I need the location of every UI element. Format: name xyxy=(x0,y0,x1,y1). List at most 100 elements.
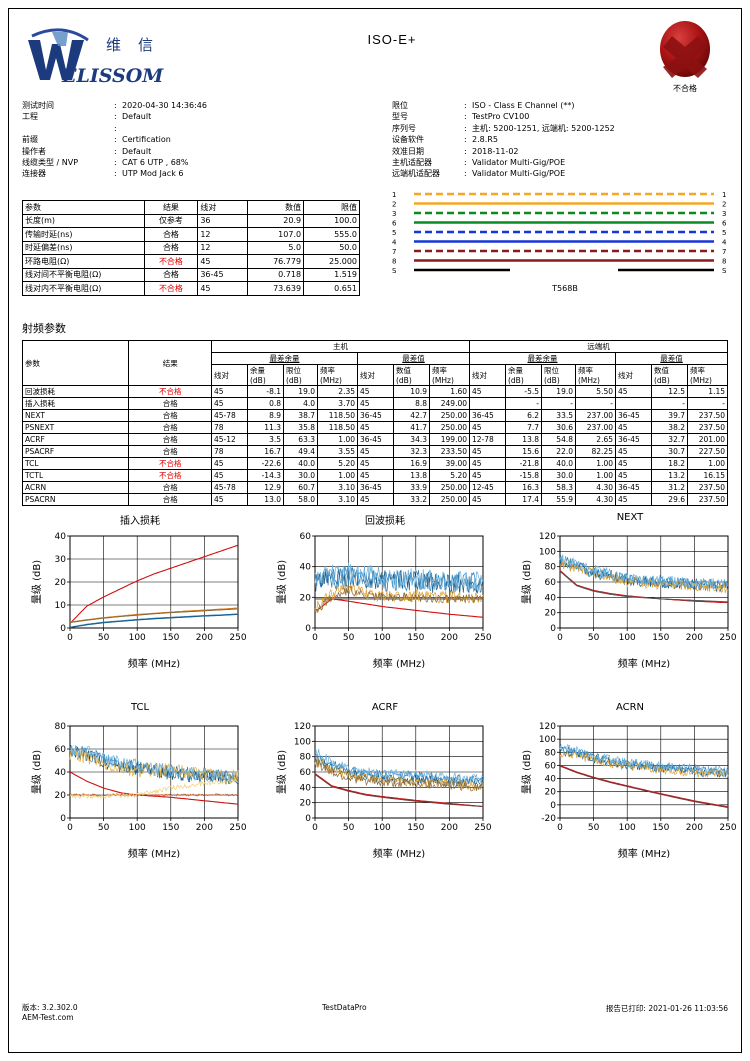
cell-m_wm_pair: 45 xyxy=(211,385,248,398)
cell-m_wv_pair: 45 xyxy=(357,493,394,506)
cell-m_wv_pair: 45 xyxy=(357,421,394,434)
cell-r_wm_pair: 45 xyxy=(469,385,506,398)
info-colon: : xyxy=(464,123,467,133)
info-value: Validator Multi-Gig/POE xyxy=(472,157,566,167)
page-title: ISO-E+ xyxy=(367,32,417,47)
chart-series-limit xyxy=(559,764,729,808)
cell-m_wv_value: 10.9 xyxy=(393,385,430,398)
y-tick-label: 0 xyxy=(60,624,66,634)
x-tick-label: 150 xyxy=(162,633,179,643)
th-remote-worst-value: 最差值 xyxy=(615,352,728,365)
info-label: 限位 xyxy=(392,101,408,110)
y-tick-label: 100 xyxy=(294,737,311,747)
cell-m_wv_value: 32.3 xyxy=(393,445,430,458)
x-tick-label: 100 xyxy=(129,823,146,833)
table-row: 线对内不平衡电阻(Ω) 不合格 45 73.639 0.651 xyxy=(22,281,360,296)
cell-result: 合格 xyxy=(128,421,212,434)
x-tick-label: 150 xyxy=(407,633,424,643)
chart-series-limit-2 xyxy=(559,570,729,603)
cell-pair: 45 xyxy=(197,281,249,296)
cell-r_wv_pair: 45 xyxy=(615,469,652,482)
cell-result: 合格 xyxy=(128,493,212,506)
wiremap-pin-left: 3 xyxy=(392,210,396,218)
info-row: 测试时间:2020-04-30 14:36:46 xyxy=(22,100,362,111)
x-tick-label: 200 xyxy=(441,633,458,643)
cell-m_wv_freq: 233.50 xyxy=(429,445,470,458)
table-row: ACRF 合格 45-12 3.5 63.3 1.00 36-45 34.3 199.00 12-… xyxy=(21,433,728,446)
chart-row-bottom: TCL 0 50 100 150 200 250 0 20 40 60 80 频率 (MHz) 量级 (d… xyxy=(0,702,750,892)
chart-svg: 0 50 100 150 200 250 0 20 40 60 频率 (MHz) 量级 (dB) xyxy=(276,532,492,668)
cell-limit: 1.519 xyxy=(303,267,360,282)
cell-m_wm_limit: 4.0 xyxy=(283,397,318,410)
cell-param: 线对内不平衡电阻(Ω) xyxy=(22,281,145,296)
y-tick-label: 80 xyxy=(545,563,557,573)
x-tick-label: 250 xyxy=(719,823,736,833)
y-tick-label: 60 xyxy=(300,532,312,542)
cell-param: 回波损耗 xyxy=(21,385,130,398)
cell-r_wm_freq: 82.25 xyxy=(575,445,616,458)
chart-series-trace-d xyxy=(314,584,484,614)
chart-series-limit-2 xyxy=(559,765,729,809)
cell-m_wv_freq: 250.00 xyxy=(429,493,470,506)
th-main: 主机 xyxy=(211,340,470,353)
y-tick-label: 80 xyxy=(55,722,67,732)
info-colon: : xyxy=(114,157,117,167)
report-header: 维 信 ELISSOM ISO-E+ 不合格 xyxy=(22,18,728,98)
y-tick-label: 0 xyxy=(550,624,556,634)
wiremap-pin-left: 1 xyxy=(392,191,396,199)
cell-m_wv_pair: 45 xyxy=(357,457,394,470)
cell-param: TCL xyxy=(21,457,130,470)
th-sub-9: 限位 (dB) xyxy=(541,364,576,386)
basic-results-table: 参数 结果 线对 数值 限值 长度(m) 仅参考 36 20.9 100.0 传输时延(ns) 合格 1… xyxy=(22,200,360,296)
chart-TCL: TCL 0 50 100 150 200 250 0 20 40 60 80 频率 (MHz) 量级 (d… xyxy=(20,702,260,887)
wiremap-pin-left: 5 xyxy=(392,229,396,237)
table-row: PSACRF 合格 78 16.7 49.4 3.55 45 32.3 233.50 45 15.6… xyxy=(21,445,728,458)
info-value: 主机: 5200-1251, 远端机: 5200-1252 xyxy=(472,123,615,133)
x-tick-label: 250 xyxy=(474,633,491,643)
info-label: 远端机适配器 xyxy=(392,169,440,179)
cell-r_wm_margin: 7.7 xyxy=(505,421,542,434)
info-colon: : xyxy=(114,101,117,110)
chart-series-pair-78 xyxy=(69,608,239,624)
th-param: 参数 xyxy=(21,340,130,386)
cell-r_wm_limit: 55.9 xyxy=(541,493,576,506)
y-tick-label: 20 xyxy=(300,799,312,809)
cell-limit: 0.651 xyxy=(303,281,360,296)
info-row: 限位: ISO - Class E Channel (**) xyxy=(392,100,742,111)
table-row: 时延偏差(ns) 合格 12 5.0 50.0 xyxy=(22,240,360,255)
info-colon: : xyxy=(464,101,467,110)
cell-param: PSACRN xyxy=(21,493,130,506)
cell-r_wm_pair: 45 xyxy=(469,445,506,458)
cell-r_wm_margin: -15.8 xyxy=(505,469,542,482)
x-axis-label: 频率 (MHz) xyxy=(128,657,180,668)
cell-r_wv_pair: 45 xyxy=(615,385,652,398)
cell-m_wv_pair: 36-45 xyxy=(357,481,394,494)
cell-m_wm_freq: 3.10 xyxy=(317,493,358,506)
y-tick-label: 40 xyxy=(545,775,557,785)
cell-param: 线对间不平衡电阻(Ω) xyxy=(22,267,145,282)
info-colon: : xyxy=(114,123,117,133)
x-tick-label: 150 xyxy=(652,823,669,833)
info-colon: : xyxy=(464,135,467,145)
info-value: ISO - Class E Channel (**) xyxy=(472,101,575,110)
cell-m_wv_freq: 1.60 xyxy=(429,385,470,398)
th-main-worst-margin: 最差余量 xyxy=(211,352,358,365)
cell-r_wv_value: - xyxy=(651,397,688,410)
info-value: Validator Multi-Gig/POE xyxy=(472,169,566,179)
cell-result: 合格 xyxy=(143,267,199,282)
th-remote-worst-margin: 最差余量 xyxy=(469,352,616,365)
cell-r_wv_pair: 36-45 xyxy=(615,433,652,446)
y-tick-label: 40 xyxy=(55,532,67,542)
cell-value: 20.9 xyxy=(247,213,305,228)
x-tick-label: 100 xyxy=(619,633,636,643)
info-value: Certification xyxy=(122,135,171,145)
cell-r_wm_freq: - xyxy=(575,397,616,410)
th-remote: 远端机 xyxy=(469,340,728,353)
x-tick-label: 50 xyxy=(588,633,600,643)
cell-r_wm_margin: -5.5 xyxy=(505,385,542,398)
th-sub-12: 数值 (dB) xyxy=(651,364,688,386)
cell-m_wv_freq: 5.20 xyxy=(429,469,470,482)
info-row: 线缆类型 / NVP: CAT 6 UTP , 68% xyxy=(22,157,362,168)
chart-svg: 0 50 100 150 200 250 0 20 40 60 80 100 120 频率 (MHz) 量级… xyxy=(521,532,737,668)
